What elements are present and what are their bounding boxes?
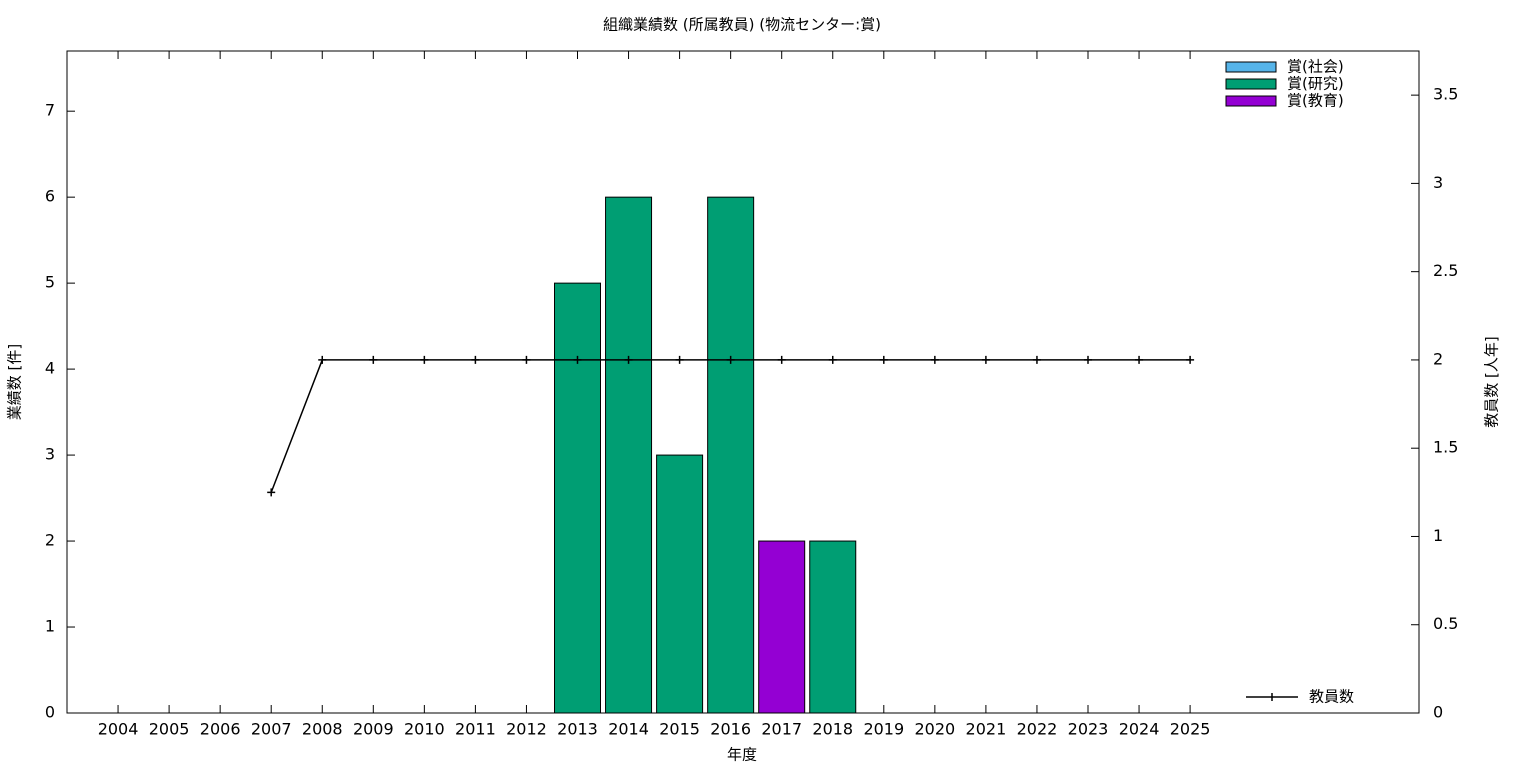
x-tick-label: 2011 xyxy=(455,720,496,739)
y-tick-label: 4 xyxy=(45,359,55,378)
y-tick-label: 0 xyxy=(45,703,55,722)
x-tick-label: 2017 xyxy=(761,720,802,739)
x-tick-label: 2007 xyxy=(251,720,292,739)
bar xyxy=(758,540,806,714)
y-axis-label: 業績数 [件] xyxy=(6,344,24,420)
x-tick-label: 2016 xyxy=(710,720,751,739)
line-marker xyxy=(1084,355,1092,364)
x-tick-label: 2006 xyxy=(200,720,241,739)
x-tick-label: 2024 xyxy=(1119,720,1160,739)
x-tick-label: 2015 xyxy=(659,720,700,739)
bar xyxy=(809,540,857,714)
y-tick-label: 7 xyxy=(45,101,55,120)
line-marker xyxy=(471,355,480,364)
line-marker xyxy=(930,355,939,364)
legend-swatch xyxy=(1225,61,1277,73)
legend-swatch xyxy=(1225,78,1277,90)
legend-label: 賞(社会) xyxy=(1287,58,1344,76)
x-tick-label: 2010 xyxy=(404,720,445,739)
x-tick-label: 2005 xyxy=(149,720,190,739)
line-marker xyxy=(267,488,276,497)
x-tick-label: 2004 xyxy=(98,720,139,739)
line-marker xyxy=(879,355,888,364)
line-marker xyxy=(573,355,582,364)
y-tick-label: 2 xyxy=(45,531,55,550)
y-tick-label: 1 xyxy=(45,617,55,636)
plot-frame xyxy=(66,50,1420,714)
y2-tick-label: 2.5 xyxy=(1433,261,1458,280)
line-marker xyxy=(624,355,633,364)
line-marker xyxy=(726,355,735,364)
legend-label: 賞(教育) xyxy=(1287,92,1344,110)
x-tick-label: 2013 xyxy=(557,720,598,739)
legend-label: 賞(研究) xyxy=(1287,75,1344,93)
x-tick-label: 2020 xyxy=(914,720,955,739)
line-marker xyxy=(1032,355,1041,364)
x-tick-label: 2008 xyxy=(302,720,343,739)
line-marker xyxy=(1135,355,1144,364)
line-marker xyxy=(318,355,327,364)
x-tick-label: 2025 xyxy=(1170,720,1211,739)
y2-tick-label: 3 xyxy=(1433,173,1443,192)
x-tick-label: 2023 xyxy=(1068,720,1109,739)
line-marker xyxy=(1186,355,1195,364)
y-tick-label: 6 xyxy=(45,187,55,206)
x-tick-label: 2021 xyxy=(966,720,1007,739)
legend-label: 教員数 xyxy=(1309,688,1354,706)
bar xyxy=(707,196,755,714)
y2-tick-label: 1.5 xyxy=(1433,438,1458,457)
chart-title: 組織業績数 (所属教員) (物流センター:賞) xyxy=(603,16,881,34)
line-marker xyxy=(777,355,786,364)
line-marker xyxy=(981,355,990,364)
line-marker xyxy=(420,355,429,364)
bar xyxy=(605,196,653,714)
y-tick-label: 5 xyxy=(45,273,55,292)
x-tick-label: 2014 xyxy=(608,720,649,739)
line-marker xyxy=(828,355,837,364)
y-tick-label: 3 xyxy=(45,445,55,464)
y2-axis-label: 教員数 [人年] xyxy=(1483,336,1501,427)
line-marker xyxy=(675,355,684,364)
legend-swatch xyxy=(1225,95,1277,107)
y2-tick-label: 0.5 xyxy=(1433,614,1458,633)
y2-tick-label: 3.5 xyxy=(1433,85,1458,104)
bar xyxy=(656,454,704,714)
x-tick-label: 2012 xyxy=(506,720,547,739)
y2-tick-label: 2 xyxy=(1433,349,1443,368)
x-tick-label: 2009 xyxy=(353,720,394,739)
y2-tick-label: 1 xyxy=(1433,526,1443,545)
bar xyxy=(554,282,601,714)
x-tick-label: 2022 xyxy=(1017,720,1058,739)
x-tick-label: 2018 xyxy=(812,720,853,739)
y2-tick-label: 0 xyxy=(1433,703,1443,722)
x-tick-label: 2019 xyxy=(863,720,904,739)
line-marker xyxy=(522,355,531,364)
x-axis-label: 年度 xyxy=(727,746,757,764)
line-marker xyxy=(369,355,378,364)
